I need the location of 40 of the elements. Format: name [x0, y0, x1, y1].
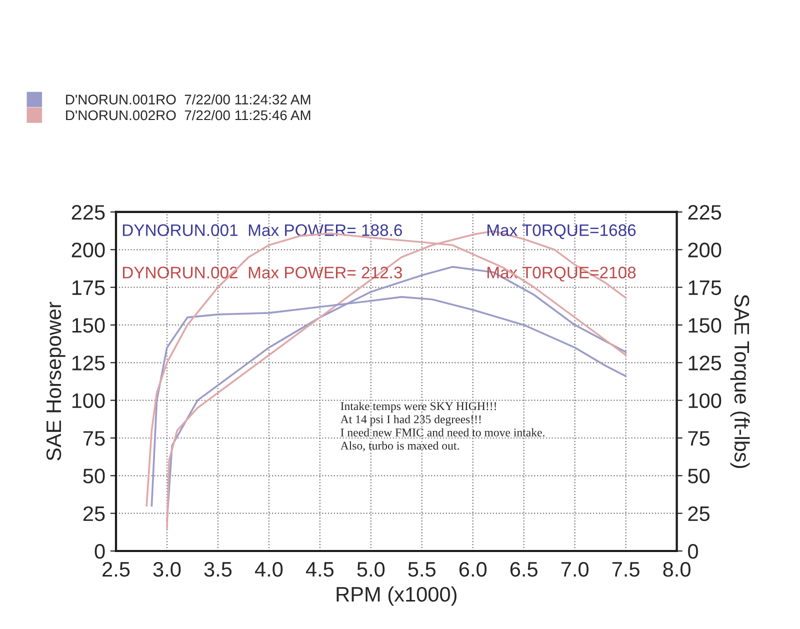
- y-tick-label: 125: [72, 356, 105, 370]
- x-tick-label: 7.5: [612, 562, 640, 577]
- x-tick-label: 7.0: [561, 562, 589, 577]
- y2-tick-label: 150: [688, 318, 722, 333]
- y2-tick-label: 0: [688, 544, 698, 559]
- annotation: Intake temps were SKY HIGH!!! At 14 psi I had 235 degrees!!! I need new FMIC and need to move intake. Also, turbo is maxed out.: [340, 402, 544, 452]
- y2-tick-label: 100: [688, 393, 722, 408]
- x-tick-label: 5.5: [408, 562, 436, 577]
- y2-tick-label: 50: [688, 468, 710, 484]
- x-tick-label: 4.5: [306, 562, 334, 577]
- y-tick-label: 225: [72, 204, 105, 220]
- x-tick-label: 6.5: [510, 562, 538, 577]
- legend-label: D'NORUN.001RO 7/22/00 11:24:32 AM: [66, 94, 310, 104]
- y-tick-label: 75: [83, 431, 105, 446]
- x-tick-label: 8.0: [663, 562, 690, 577]
- y-axis-title: SAE Horsepower: [46, 302, 66, 460]
- y-tick-label: 0: [94, 544, 105, 559]
- y2-axis-title: SAE Torque (ft-lbs): [730, 294, 750, 468]
- y-tick-label: 50: [83, 468, 105, 484]
- y-tick-label: 175: [72, 280, 105, 296]
- annotation: Max T0RQUE=1686: [487, 224, 636, 240]
- legend-label: D'NORUN.002RO 7/22/00 11:25:46 AM: [66, 110, 310, 120]
- x-tick-label: 3.5: [204, 562, 232, 577]
- y2-tick-label: 225: [688, 204, 722, 220]
- y2-tick-label: 75: [688, 431, 710, 446]
- x-tick-label: 4.0: [254, 562, 283, 577]
- x-tick-label: 2.5: [102, 562, 130, 577]
- y-tick-label: 200: [72, 242, 105, 258]
- annotation: DYNORUN.002 Max POWER= 212.3: [122, 266, 402, 278]
- y2-tick-label: 200: [688, 242, 722, 258]
- y2-tick-label: 25: [688, 506, 710, 522]
- x-tick-label: 3.0: [153, 562, 181, 577]
- x-tick-label: 6.0: [459, 562, 487, 577]
- y2-tick-label: 125: [688, 356, 722, 370]
- y2-tick-label: 175: [688, 280, 722, 296]
- x-tick-label: 5.0: [357, 562, 385, 577]
- y-tick-label: 25: [83, 506, 105, 522]
- y-tick-label: 150: [72, 318, 105, 333]
- y-tick-label: 100: [72, 393, 105, 408]
- x-axis-title: RPM (x1000): [336, 586, 456, 606]
